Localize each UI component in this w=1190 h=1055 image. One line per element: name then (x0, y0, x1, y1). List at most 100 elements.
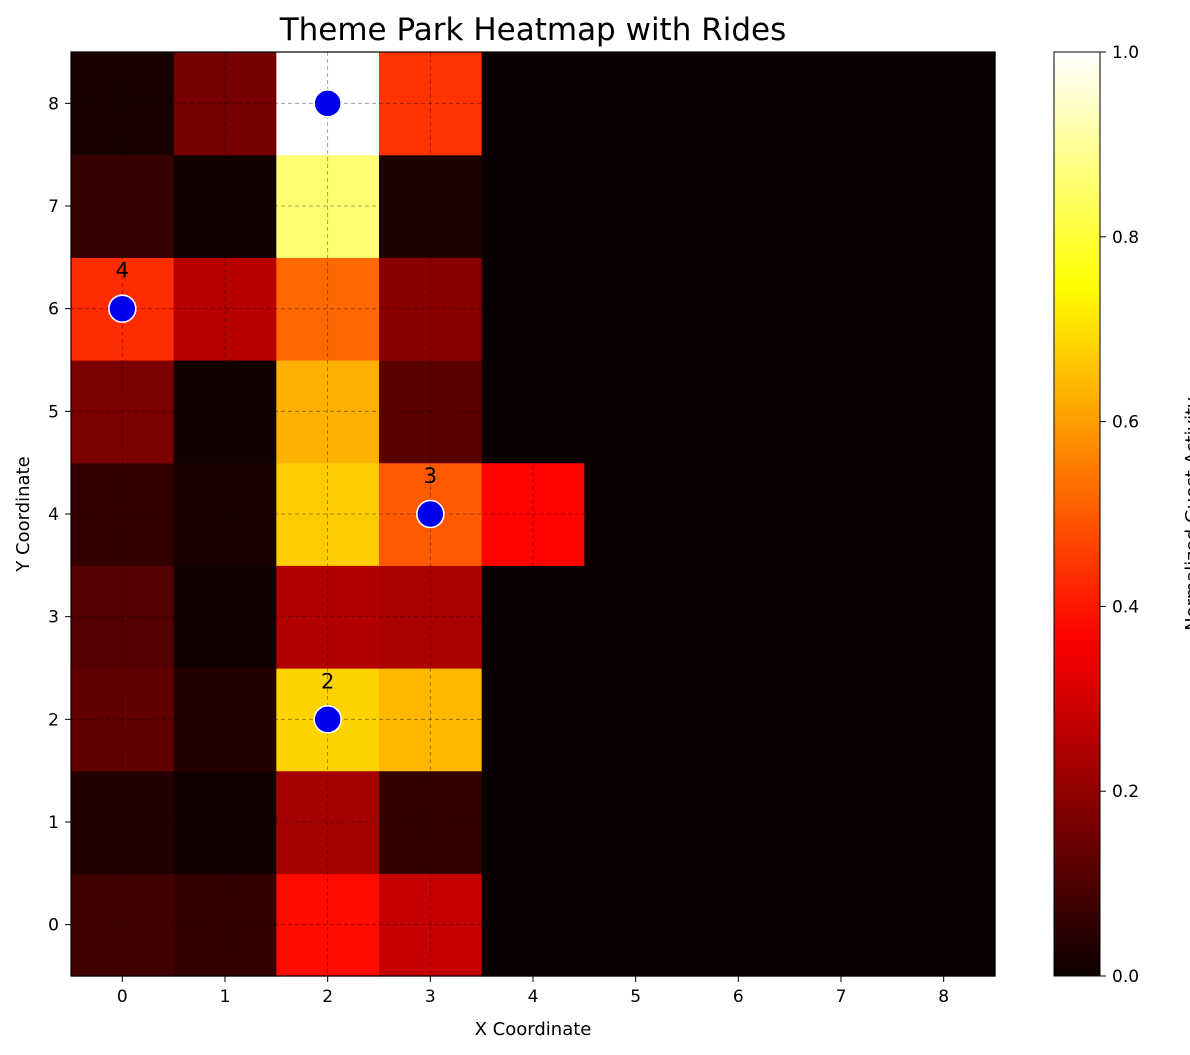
heatmap-cell (173, 52, 277, 156)
heatmap-cell (173, 257, 277, 361)
heatmap-cell (687, 154, 791, 258)
heatmap-cell (789, 52, 893, 156)
heatmap-cell (584, 52, 688, 156)
heatmap-cell (789, 668, 893, 772)
ride-marker (313, 705, 342, 734)
heatmap-cell (379, 873, 483, 977)
heatmap-cell (892, 668, 996, 772)
chart-title: Theme Park Heatmap with Rides (279, 12, 787, 48)
ride-label: 2 (321, 669, 334, 693)
y-tick-label: 7 (48, 197, 59, 217)
heatmap-cell (789, 873, 893, 977)
heatmap-cell (892, 257, 996, 361)
heatmap-cell (584, 360, 688, 464)
x-tick-label: 8 (938, 987, 949, 1007)
heatmap-cell (276, 257, 380, 361)
heatmap-cell (481, 668, 585, 772)
heatmap-cell (687, 462, 791, 566)
ride-marker (108, 294, 137, 323)
y-axis-ticks: 0 1 2 3 4 5 6 7 8 (48, 94, 71, 936)
heatmap-cell (379, 154, 483, 258)
heatmap-cells (71, 52, 996, 977)
x-tick-label: 3 (425, 987, 436, 1007)
heatmap-cell (173, 770, 277, 874)
heatmap-cell (481, 873, 585, 977)
ride-marker (416, 499, 445, 529)
heatmap-cell (71, 565, 175, 669)
colorbar-tick-label: 0.2 (1112, 782, 1139, 802)
colorbar-ticks: 0.0 0.2 0.4 0.6 0.8 1.0 (1100, 43, 1139, 987)
y-tick-label: 4 (48, 505, 59, 525)
heatmap-cell (892, 565, 996, 669)
heatmap-cell (584, 770, 688, 874)
heatmap-cell (276, 565, 380, 669)
colorbar-tick-label: 0.8 (1112, 228, 1139, 248)
heatmap-cell (584, 462, 688, 566)
heatmap-cell (789, 462, 893, 566)
heatmap-cell (379, 360, 483, 464)
heatmap-cell (892, 462, 996, 566)
heatmap-cell (276, 462, 380, 566)
y-tick-label: 2 (48, 710, 59, 730)
y-tick-label: 8 (48, 94, 59, 114)
colorbar-tick-label: 0.6 (1112, 413, 1139, 433)
heatmap-cell (276, 154, 380, 258)
y-tick-label: 3 (48, 608, 59, 628)
heatmap-cell (173, 154, 277, 258)
heatmap-cell (173, 462, 277, 566)
heatmap-cell (892, 52, 996, 156)
heatmap-cell (687, 52, 791, 156)
heatmap-cell (71, 668, 175, 772)
heatmap-cell (584, 873, 688, 977)
heatmap-cell (173, 668, 277, 772)
heatmap-cell (789, 257, 893, 361)
heatmap-cell (71, 873, 175, 977)
heatmap-cell (481, 52, 585, 156)
heatmap-cell (379, 770, 483, 874)
heatmap-cell (379, 565, 483, 669)
heatmap-cell (687, 668, 791, 772)
colorbar (1053, 51, 1101, 977)
heatmap-cell (584, 668, 688, 772)
colorbar-tick-label: 0.4 (1112, 597, 1139, 617)
heatmap-cell (892, 360, 996, 464)
heatmap-cell (789, 770, 893, 874)
x-axis-ticks: 0 1 2 3 4 5 6 7 8 (117, 976, 949, 1007)
heatmap-cell (71, 52, 175, 156)
heatmap-cell (892, 873, 996, 977)
heatmap-cell (481, 154, 585, 258)
heatmap-cell (71, 360, 175, 464)
heatmap-cell (173, 360, 277, 464)
heatmap-cell (481, 462, 585, 566)
ride-marker (313, 89, 342, 118)
colorbar-tick-label: 0.0 (1112, 967, 1139, 987)
x-tick-label: 7 (836, 987, 847, 1007)
heatmap-cell (379, 257, 483, 361)
heatmap-cell (71, 770, 175, 874)
heatmap-cell (379, 668, 483, 772)
heatmap-cell (276, 360, 380, 464)
y-tick-label: 1 (48, 813, 59, 833)
heatmap-cell (481, 565, 585, 669)
x-tick-label: 4 (528, 987, 539, 1007)
heatmap-cell (379, 52, 483, 156)
x-tick-label: 6 (733, 987, 744, 1007)
heatmap-cell (687, 257, 791, 361)
heatmap-cell (687, 565, 791, 669)
ride-label: 3 (424, 464, 437, 488)
x-tick-label: 1 (220, 987, 231, 1007)
heatmap-cell (687, 873, 791, 977)
heatmap-cell (584, 257, 688, 361)
ride-label: 4 (116, 259, 129, 283)
x-tick-label: 5 (630, 987, 641, 1007)
heatmap-cell (173, 565, 277, 669)
heatmap-cell (789, 565, 893, 669)
heatmap-cell (481, 257, 585, 361)
heatmap-cell (71, 154, 175, 258)
heatmap-cell (481, 360, 585, 464)
heatmap-cell (789, 360, 893, 464)
heatmap-cell (71, 462, 175, 566)
colorbar-tick-label: 1.0 (1112, 43, 1139, 63)
heatmap-cell (584, 565, 688, 669)
